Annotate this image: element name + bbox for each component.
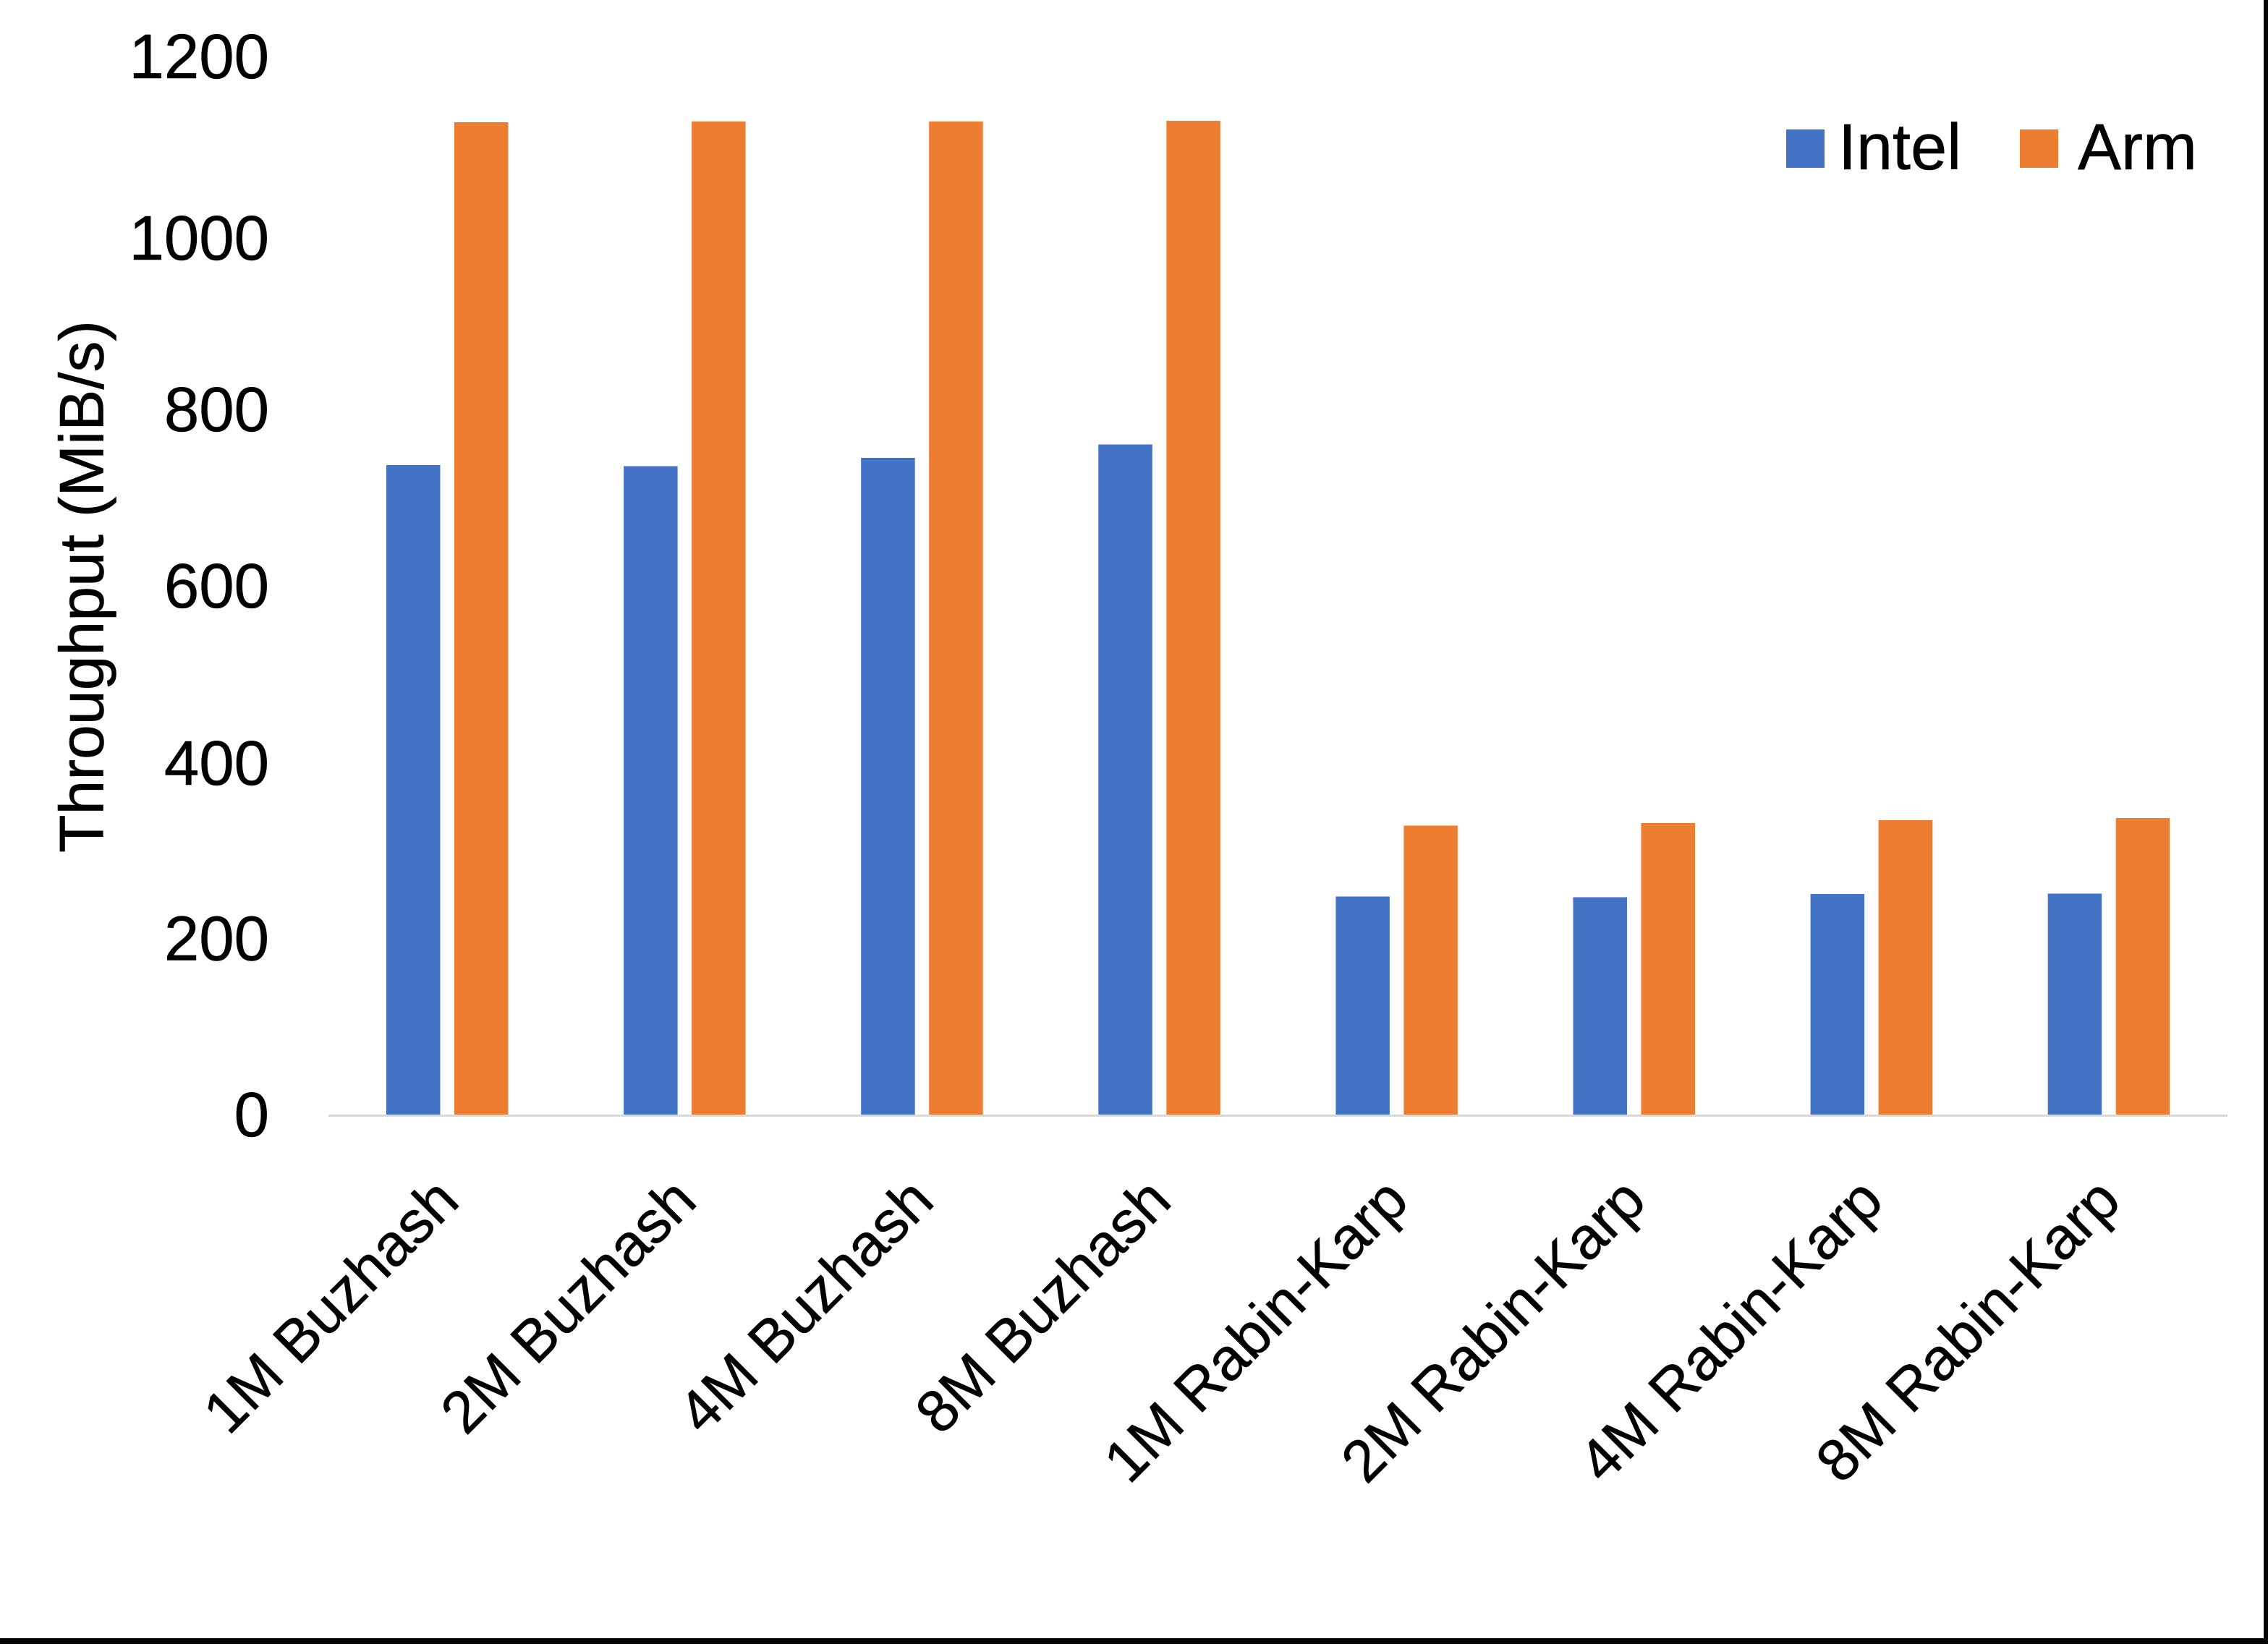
svg-text:1000: 1000 <box>129 203 269 273</box>
svg-text:Throughput (MiB/s): Throughput (MiB/s) <box>48 320 117 853</box>
svg-text:400: 400 <box>164 728 269 798</box>
svg-text:Intel: Intel <box>1838 111 1961 184</box>
svg-text:600: 600 <box>164 551 269 621</box>
svg-text:0: 0 <box>234 1080 269 1150</box>
svg-text:800: 800 <box>164 375 269 445</box>
svg-text:Arm: Arm <box>2078 111 2197 184</box>
svg-text:200: 200 <box>164 903 269 974</box>
svg-text:1200: 1200 <box>129 22 269 92</box>
